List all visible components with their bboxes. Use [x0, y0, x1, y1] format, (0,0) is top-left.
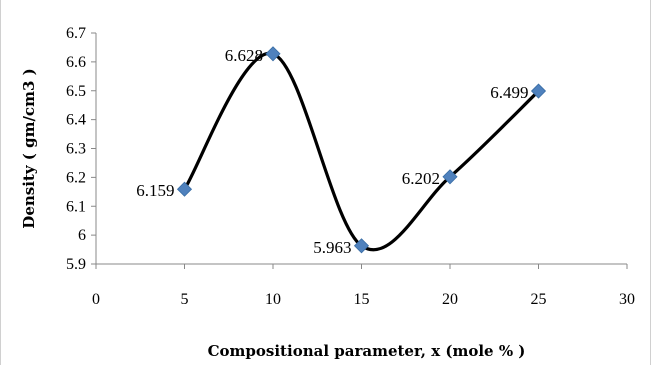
data-label: 6.499 — [490, 83, 528, 102]
data-label: 5.963 — [313, 238, 351, 257]
data-label: 6.628 — [225, 46, 263, 65]
x-axis-ticks: 0 5 10 15 20 25 30 — [92, 264, 635, 308]
x-tick-label: 25 — [531, 291, 547, 308]
data-point-marker — [176, 181, 193, 197]
data-point-marker — [530, 83, 547, 99]
x-tick-label: 30 — [619, 291, 635, 308]
y-tick-label: 6.4 — [66, 112, 86, 129]
y-tick-label: 6.6 — [66, 54, 86, 71]
y-axis-ticks: 5.9 6 6.1 6.2 6.3 6.4 6.5 6.6 6.7 — [66, 25, 96, 273]
data-point-marker — [265, 46, 281, 62]
y-tick-label: 6.1 — [66, 198, 86, 215]
axes — [95, 33, 627, 265]
y-axis-title: Density ( gm/cm3 ) — [20, 68, 38, 228]
y-tick-label: 5.9 — [66, 256, 86, 273]
series-line — [182, 52, 541, 252]
data-label: 6.202 — [402, 169, 440, 188]
data-label: 6.159 — [136, 181, 174, 200]
data-point-marker — [442, 169, 458, 185]
y-tick-label: 6.7 — [66, 25, 86, 42]
series-1: 6.159 6.628 5.963 6.202 6.499 — [136, 46, 547, 257]
x-axis-title: Compositional parameter, x (mole % ) — [208, 342, 526, 360]
y-tick-label: 6.3 — [66, 141, 86, 158]
x-tick-label: 10 — [265, 291, 281, 308]
y-tick-label: 6.5 — [66, 83, 86, 100]
x-tick-label: 5 — [181, 291, 189, 308]
x-tick-label: 20 — [442, 291, 458, 308]
y-tick-label: 6 — [78, 227, 86, 244]
x-tick-label: 15 — [354, 291, 370, 308]
data-point-marker — [353, 238, 370, 254]
y-tick-label: 6.2 — [66, 169, 86, 186]
x-tick-label: 0 — [92, 291, 100, 308]
